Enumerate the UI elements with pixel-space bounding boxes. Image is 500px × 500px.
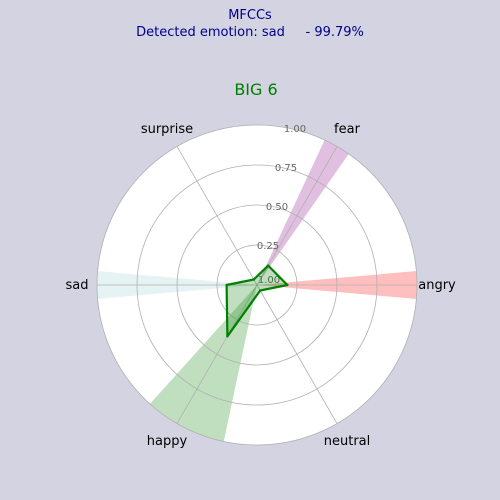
data-point-fear [267,264,270,267]
axis-label-fear: fear [334,122,361,137]
axis-label-happy: happy [147,434,188,449]
axis-label-sad: sad [66,278,89,293]
data-point-happy [226,335,229,338]
spoke-surprise [176,146,258,286]
radial-tick-label-0: 0.25 [257,241,279,252]
radial-tick-label-3: 1.00 [284,124,306,135]
radial-tick-label-1: 0.50 [266,202,288,213]
data-point-neutral [259,289,262,292]
chart-title: BIG 6 [234,80,278,99]
detected-emotion-text: Detected emotion: sad - 99.79% [136,25,364,40]
radial-tick-label-2: 0.75 [275,163,297,174]
figure-header: MFCCs Detected emotion: sad - 99.79% [0,7,500,41]
axis-label-angry: angry [418,278,456,293]
center-tick-label: 1.00 [258,275,280,286]
data-point-sad [225,283,228,287]
spoke-happy [176,284,258,424]
sector-highlight-fear [257,139,349,285]
axis-label-surprise: surprise [141,122,193,137]
data-point-angry [286,283,289,287]
series-fill-0 [226,265,288,337]
data-point-surprise [252,278,255,281]
figure-suptitle: MFCCs [228,8,272,23]
spoke-fear [256,146,338,286]
axis-label-neutral: neutral [324,434,371,449]
spoke-neutral [256,284,338,424]
